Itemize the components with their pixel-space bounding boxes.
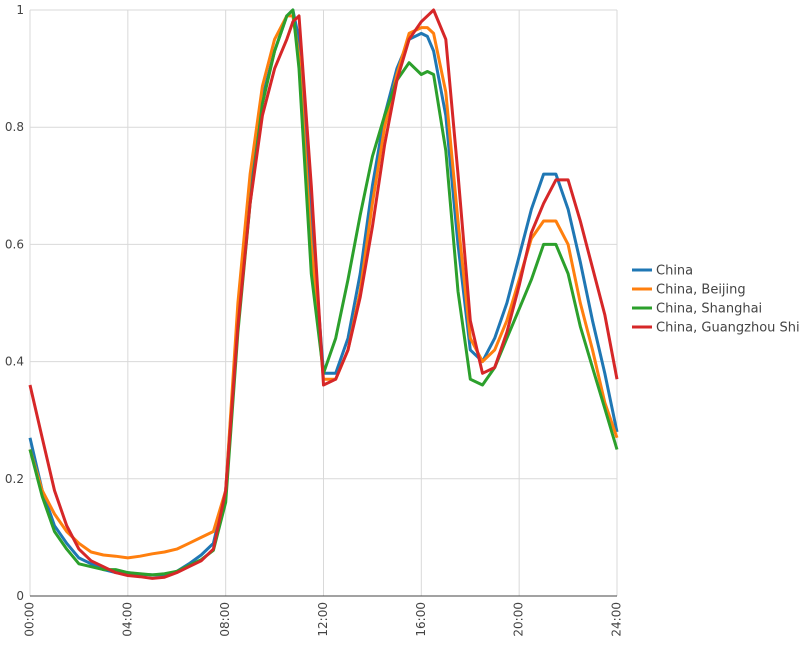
legend: China China, Beijing China, Shanghai China,… <box>632 264 800 336</box>
y-tick-label: 0.8 <box>5 120 24 134</box>
series-lines <box>28 8 619 580</box>
x-tick-label: 08:00 <box>218 602 232 637</box>
x-tick-label: 24:00 <box>610 602 624 637</box>
x-tick-label: 16:00 <box>414 602 428 637</box>
y-tick-label: 0 <box>16 589 24 603</box>
y-tick-label: 0.4 <box>5 355 24 369</box>
y-tick-label: 1 <box>16 3 24 17</box>
x-tick-label: 12:00 <box>316 602 330 637</box>
x-tick-label: 04:00 <box>120 602 134 637</box>
series-line-4 <box>28 8 619 580</box>
x-tick-label: 00:00 <box>23 602 37 637</box>
legend-label: China, Guangzhou Shi <box>656 321 800 336</box>
y-tick-label: 0.2 <box>5 472 24 486</box>
axes: 0 0.2 0.4 0.6 0.8 1 00:00 04:00 08:00 12:00 16:00 2… <box>5 3 624 637</box>
y-tick-label: 0.6 <box>5 237 24 251</box>
x-tick-label: 20:00 <box>512 602 526 637</box>
legend-label: China <box>656 264 693 279</box>
legend-label: China, Shanghai <box>656 302 762 317</box>
grid <box>29 9 618 596</box>
legend-label: China, Beijing <box>656 283 746 298</box>
